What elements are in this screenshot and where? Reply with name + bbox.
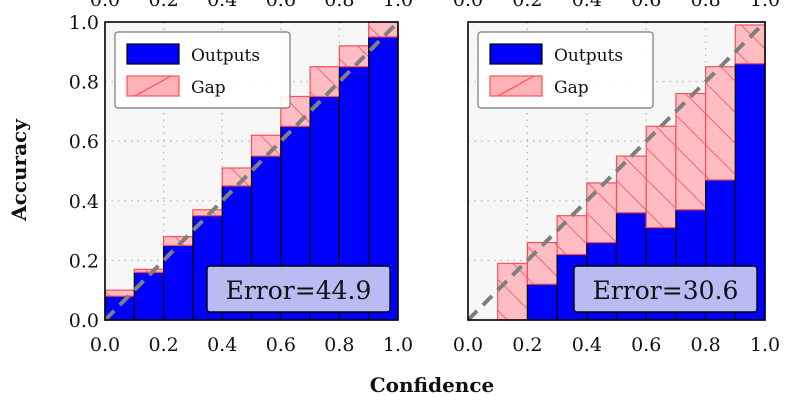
top-tick-label: 0.0: [90, 0, 120, 11]
error-annotation-box: [573, 265, 758, 313]
y-tick-label: 0.6: [69, 131, 99, 153]
gap-bar-hatch: [734, 24, 766, 65]
gap-bar-hatch: [704, 66, 736, 181]
x-tick-label: 1.0: [383, 334, 413, 356]
top-tick-label: 0.4: [207, 0, 237, 11]
legend-swatch-outputs: [126, 43, 180, 65]
legend-label-outputs: Outputs: [554, 46, 623, 66]
x-tick-label: 0.2: [148, 334, 178, 356]
legend-label-outputs: Outputs: [191, 46, 260, 66]
y-tick-label: 1.0: [69, 12, 99, 34]
error-annotation: Error=30.6: [593, 276, 739, 305]
top-tick-label: 0.4: [572, 0, 602, 11]
top-tick-label: 0.2: [148, 0, 178, 11]
gap-bar-hatch: [645, 125, 677, 229]
y-tick-label: 0.0: [69, 310, 99, 332]
legend-label-gap: Gap: [191, 78, 226, 98]
gap-bar-hatch: [133, 268, 165, 273]
gap-bar-hatch: [192, 209, 223, 217]
x-tick-label: 0.2: [512, 334, 542, 356]
legend: Outputs Gap: [114, 31, 291, 109]
error-annotation-box: [206, 265, 391, 313]
legend-label-gap: Gap: [554, 78, 589, 98]
y-axis-title: Accuracy: [7, 118, 31, 222]
gap-bar-hatch: [675, 92, 707, 211]
x-tick-label: 0.4: [207, 334, 237, 356]
legend-swatch-gap-hatch: [134, 75, 172, 97]
top-tick-label: 1.0: [383, 0, 413, 11]
gap-bar-hatch: [586, 182, 618, 244]
x-axis-title: Confidence: [370, 373, 495, 397]
y-tick-label: 0.8: [69, 72, 99, 94]
x-tick-label: 1.0: [750, 334, 780, 356]
gap-bar-hatch: [556, 215, 588, 256]
x-tick-label: 0.8: [324, 334, 354, 356]
x-tick-label: 0.0: [90, 334, 120, 356]
top-tick-label: 0.6: [631, 0, 661, 11]
top-tick-label: 0.0: [453, 0, 483, 11]
outputs-bar: [133, 271, 165, 321]
panel-1: 0.0 0.2 0.4 0.6 0.8 1.00.0 0.2 0.4 0.6 0.8 1.00.00…: [69, 0, 413, 356]
y-tick-label: 0.4: [69, 191, 99, 213]
legend-swatch-gap-hatch: [497, 75, 535, 97]
panel-2: 0.0 0.2 0.4 0.6 0.8 1.0 0.0 0.2 0.4 0.6 0.8 1.0 Outp…: [453, 0, 780, 356]
gap-bar-hatch: [104, 289, 135, 297]
x-tick-label: 0.6: [631, 334, 661, 356]
gap-bar-hatch: [526, 241, 558, 285]
error-annotation: Error=44.9: [226, 276, 372, 305]
x-tick-label: 0.6: [266, 334, 296, 356]
top-tick-label: 0.8: [690, 0, 720, 11]
gap-bar-hatch: [250, 134, 282, 157]
x-tick-label: 0.4: [572, 334, 602, 356]
y-tick-label: 0.2: [69, 250, 99, 272]
outputs-bar: [526, 283, 558, 321]
x-tick-label: 0.0: [453, 334, 483, 356]
perfect-calibration-line: [466, 20, 767, 322]
top-tick-label: 0.2: [512, 0, 542, 11]
perfect-calibration-line: [103, 20, 400, 322]
outputs-bar: [163, 244, 194, 321]
axes-frame: [467, 21, 766, 321]
gap-bar-hatch: [309, 66, 341, 98]
legend-swatch-outputs: [489, 43, 543, 65]
x-tick-label: 0.8: [690, 334, 720, 356]
gap-bar-hatch: [497, 262, 529, 321]
gap-bar-hatch: [368, 21, 399, 38]
axes-frame: [104, 21, 399, 321]
top-tick-label: 1.0: [750, 0, 780, 11]
top-tick-label: 0.8: [324, 0, 354, 11]
top-tick-label: 0.6: [266, 0, 296, 11]
legend: Outputs Gap: [477, 31, 654, 109]
